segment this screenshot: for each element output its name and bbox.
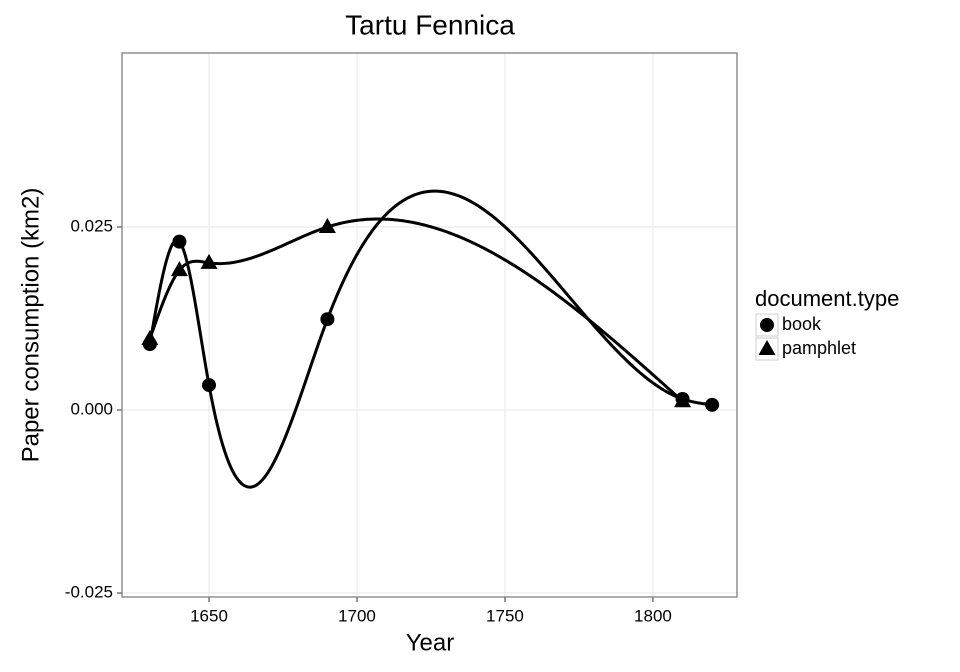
y-axis-title: Paper consumption (km2) — [17, 188, 44, 463]
x-tick-label: 1750 — [486, 606, 524, 625]
point — [170, 261, 188, 277]
x-tick-label: 1650 — [190, 606, 228, 625]
point — [705, 397, 720, 412]
y-tick-label: 0.000 — [70, 399, 113, 418]
point — [200, 253, 218, 269]
x-axis-title: Year — [406, 629, 455, 656]
point — [674, 392, 692, 408]
x-tick-label: 1800 — [634, 606, 672, 625]
x-tick-label: 1700 — [338, 606, 376, 625]
series-line — [148, 189, 713, 489]
chart-title: Tartu Fennica — [345, 9, 515, 40]
series-line — [148, 217, 684, 403]
legend-symbol — [758, 340, 776, 355]
legend-symbol — [760, 318, 774, 332]
legend-label: book — [782, 314, 822, 334]
plot-border — [121, 52, 738, 598]
point — [202, 378, 217, 393]
point — [318, 217, 336, 233]
point — [172, 234, 187, 249]
y-tick-label: -0.025 — [65, 582, 113, 601]
legend-title: document.type — [755, 286, 899, 311]
point — [141, 329, 159, 345]
y-tick-label: 0.025 — [70, 216, 113, 235]
legend-label: pamphlet — [782, 338, 856, 358]
point — [320, 312, 335, 327]
